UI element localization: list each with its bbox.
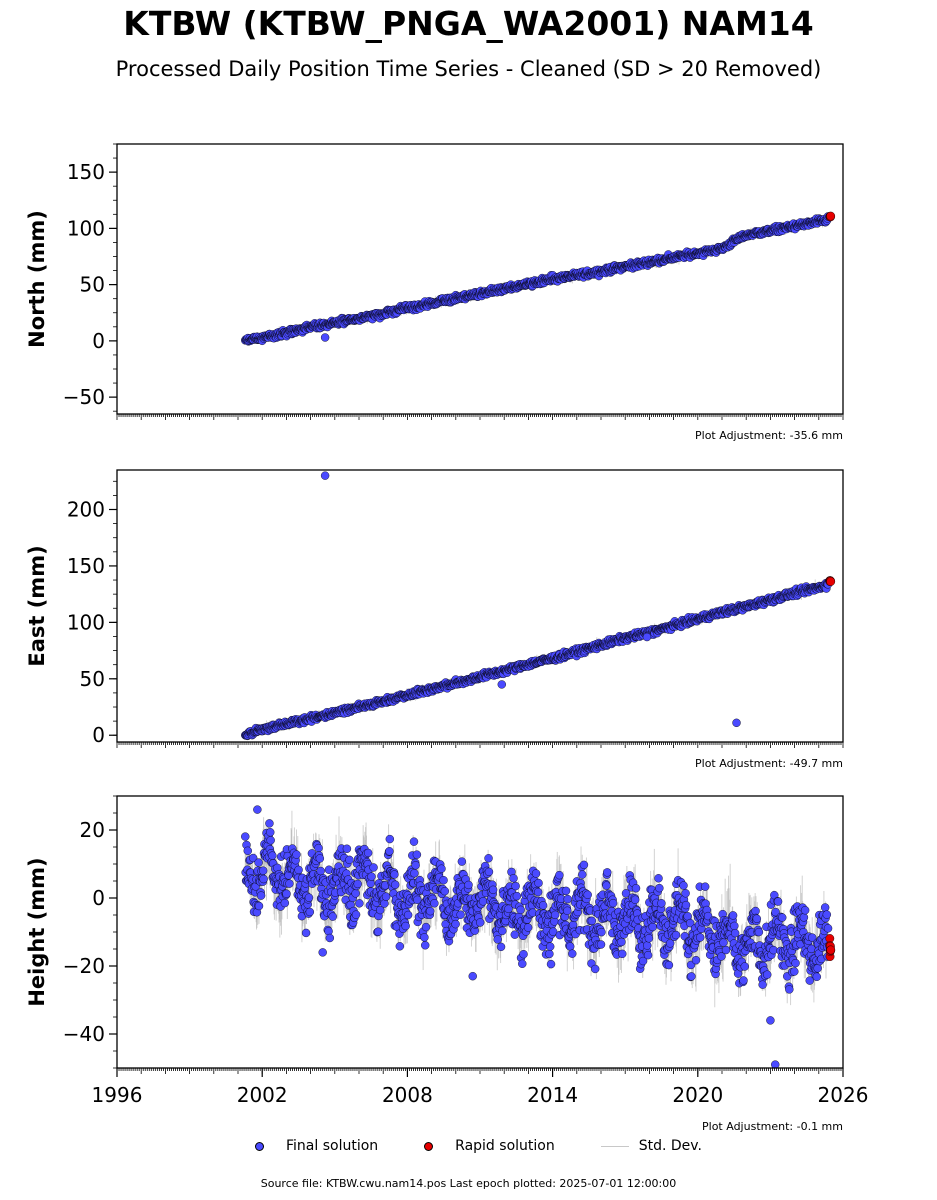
chart-title: KTBW (KTBW_PNGA_WA2001) NAM14 <box>123 4 814 43</box>
y-tick-label: 50 <box>80 273 105 297</box>
panel-frame <box>116 143 844 415</box>
outlier-point <box>732 718 741 728</box>
rapid-point <box>826 577 836 586</box>
rapid-point <box>826 211 836 221</box>
outlier-point <box>642 632 652 642</box>
y-tick-label: 100 <box>67 216 105 240</box>
outlier-point <box>320 333 330 342</box>
plots-canvas: −50 0 50 100 150 North (mm) Plot Adjustment: -… <box>25 143 868 1133</box>
y-tick-label: −50 <box>63 385 105 409</box>
panel-1: −50 0 50 100 150 North (mm) Plot Adjustment: -… <box>25 143 844 442</box>
y-tick-label: 150 <box>67 160 105 184</box>
panel-data-1 <box>241 211 836 346</box>
chart-subtitle: Processed Daily Position Time Series - C… <box>115 57 822 81</box>
panel-data-2 <box>241 471 836 741</box>
y-tick-label: 0 <box>92 329 105 353</box>
y-axis-label: North (mm) <box>25 210 49 348</box>
plot-adjustment-label: Plot Adjustment: -35.6 mm <box>695 429 843 442</box>
outlier-point <box>497 680 506 689</box>
outlier-point <box>320 471 330 480</box>
